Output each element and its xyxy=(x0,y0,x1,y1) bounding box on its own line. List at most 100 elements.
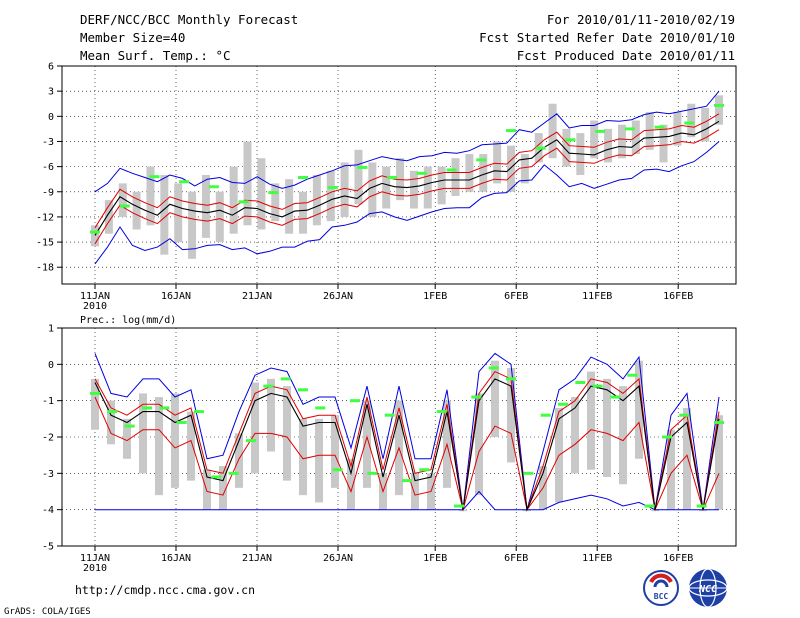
prec-spread-box xyxy=(347,458,355,510)
prec-climatology-marker xyxy=(298,388,308,392)
forecast-start-date: Fcst Started Refer Date 2010/01/10 xyxy=(479,30,735,45)
temp-climatology-marker xyxy=(565,138,576,142)
prec-climatology-marker xyxy=(454,504,464,508)
prec-climatology-marker xyxy=(176,420,187,424)
prec-climatology-marker xyxy=(488,366,499,370)
temp-climatology-marker xyxy=(624,127,635,131)
prec-y-tick-label: -5 xyxy=(42,542,54,553)
prec-x-tick-label: 1FEB xyxy=(423,553,447,564)
temp-spread-box xyxy=(617,124,626,159)
prec-spread-box xyxy=(635,360,643,459)
prec-climatology-marker xyxy=(107,410,118,414)
prec-y-tick-label: 1 xyxy=(48,324,54,335)
prec-spread-box xyxy=(571,397,579,474)
temp-climatology-marker xyxy=(208,185,219,189)
prec-spread-box xyxy=(715,415,723,510)
prec-spread-box xyxy=(251,382,259,474)
temp-x-tick-label: 16JAN xyxy=(161,291,191,302)
precipitation-panel: 1 0 -1 -2 -3 -4 -5 11JAN 16JAN 21JAN 26JAN 1FEB 6FEB… xyxy=(42,324,737,574)
prec-climatology-marker xyxy=(558,402,568,406)
temp-spread-box xyxy=(645,112,654,150)
temp-max-line xyxy=(94,90,720,193)
temp-spread-box xyxy=(215,191,224,243)
forecast-produced-date: Fcst Produced Date 2010/01/11 xyxy=(517,48,735,63)
prec-spread-box xyxy=(91,378,99,430)
bcc-logo: BCC xyxy=(643,570,679,606)
prec-lower-spread-line xyxy=(94,396,720,512)
prec-y-tick-label: -2 xyxy=(42,433,54,444)
prec-climatology-marker xyxy=(506,377,516,381)
prec-y-tick-label: -4 xyxy=(42,505,54,516)
prec-climatology-marker xyxy=(90,391,100,395)
prec-x-tick-label: 11FEB xyxy=(582,553,612,564)
prec-spread-box xyxy=(203,469,211,510)
temp-spread-box xyxy=(659,124,668,163)
temp-spread-box xyxy=(423,166,432,209)
temp-ensemble-mean-line xyxy=(94,120,720,236)
temp-spread-box xyxy=(326,170,335,222)
prec-climatology-marker xyxy=(714,420,724,424)
prec-climatology-marker xyxy=(471,395,482,399)
figure-title: DERF/NCC/BCC Monthly Forecast xyxy=(80,12,298,27)
precip-panel-title: Prec.: log(mm/d) xyxy=(80,315,176,326)
prec-climatology-marker xyxy=(246,439,256,443)
source-url[interactable]: http://cmdp.ncc.cma.gov.cn xyxy=(75,583,255,597)
prec-spread-box xyxy=(187,411,195,481)
temp-spread-box xyxy=(368,162,377,217)
prec-spread-box xyxy=(171,393,179,488)
prec-climatology-marker xyxy=(350,399,360,403)
temp-spread-box xyxy=(451,158,460,196)
prec-spread-box xyxy=(587,371,595,470)
temp-climatology-marker xyxy=(179,180,190,184)
prec-spread-box xyxy=(283,386,291,481)
prec-min-line xyxy=(95,490,719,511)
prec-spread-box xyxy=(603,378,611,477)
prec-climatology-marker xyxy=(644,504,655,508)
temp-spread-box xyxy=(520,154,529,184)
temp-spread-box xyxy=(673,112,682,146)
prec-climatology-marker xyxy=(263,384,274,388)
prec-climatology-marker xyxy=(523,471,534,475)
prec-spread-box xyxy=(299,418,307,496)
prec-climatology-marker xyxy=(592,384,603,388)
temp-spread-box xyxy=(91,225,99,247)
temp-climatology-marker xyxy=(714,103,724,107)
temp-y-tick-label: -9 xyxy=(42,187,54,198)
temp-spread-box xyxy=(437,166,446,205)
temp-y-tick-label: -6 xyxy=(42,162,54,173)
temp-climatology-marker xyxy=(238,200,249,204)
prec-spread-box xyxy=(619,386,627,485)
forecast-period: For 2010/01/11-2010/02/19 xyxy=(547,12,735,27)
prec-spread-box xyxy=(107,400,115,445)
prec-y-tick-label: -3 xyxy=(42,469,54,480)
temp-x-tick-label: 6FEB xyxy=(504,291,528,302)
temp-y-tick-label: -15 xyxy=(36,238,54,249)
prec-climatology-marker xyxy=(662,435,672,439)
prec-spread-box xyxy=(267,378,275,452)
prec-x-tick-label: 11JAN xyxy=(80,553,110,564)
prec-climatology-marker xyxy=(679,413,690,417)
bcc-logo-text: BCC xyxy=(654,592,669,601)
prec-spread-box xyxy=(219,466,227,510)
temp-y-tick-label: -18 xyxy=(36,263,54,274)
temp-spread-box xyxy=(299,191,307,234)
temp-climatology-marker xyxy=(654,125,665,129)
prec-spread-box xyxy=(315,418,323,503)
variable-label: Mean Surf. Temp.: °C xyxy=(80,48,231,63)
temp-x-tick-label: 11JAN xyxy=(80,291,110,302)
temp-spread-box xyxy=(604,128,613,163)
temp-climatology-marker xyxy=(446,168,457,172)
temp-y-tick-label: 3 xyxy=(48,87,54,98)
temp-spread-box xyxy=(132,191,141,230)
prec-climatology-marker xyxy=(159,406,170,410)
prec-climatology-marker xyxy=(315,406,326,410)
temp-spread-box xyxy=(229,166,238,234)
temp-climatology-marker xyxy=(149,175,160,179)
temp-climatology-marker xyxy=(327,186,338,190)
prec-spread-box xyxy=(683,407,691,510)
prec-spread-box xyxy=(331,415,339,488)
temp-spread-box xyxy=(312,175,321,226)
prec-upper-spread-line xyxy=(94,370,720,510)
prec-climatology-marker xyxy=(367,471,378,475)
